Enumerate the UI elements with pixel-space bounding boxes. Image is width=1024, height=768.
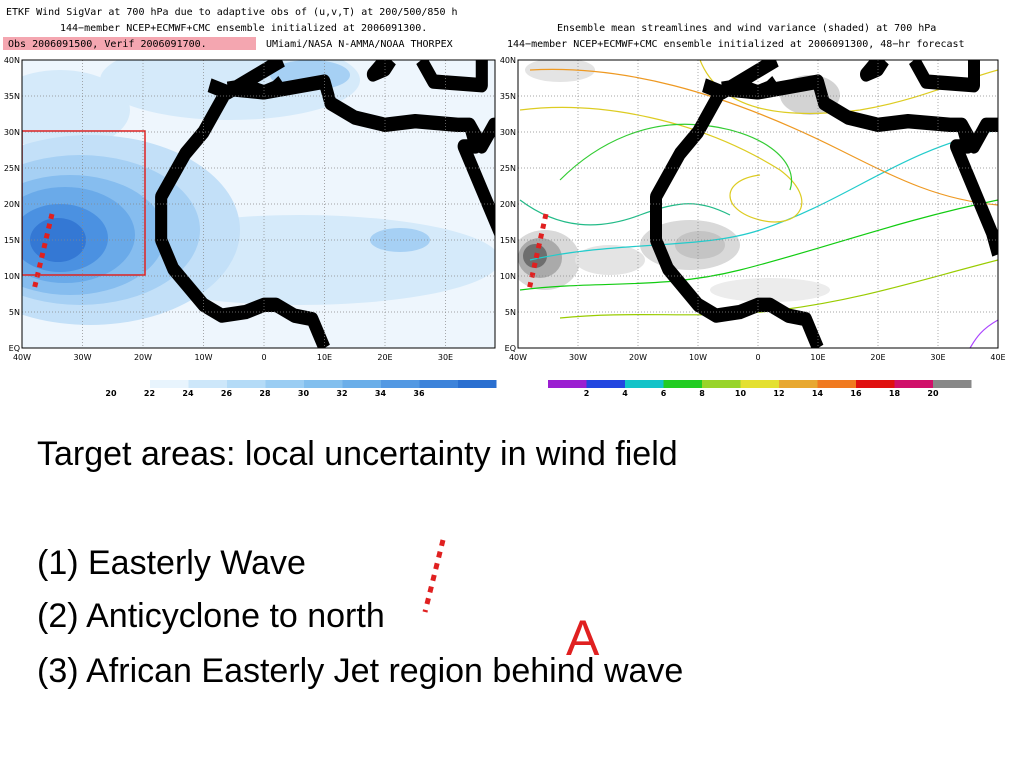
colorbar-swatch [150,380,189,388]
lon-label: 20E [870,353,885,362]
colorbar-swatch [265,380,304,388]
colorbar-swatch [381,380,420,388]
colorbar-label: 12 [773,389,784,398]
lat-label: 20N [4,200,20,209]
colorbar-label: 16 [850,389,862,398]
lat-label: 15N [4,236,20,245]
colorbar-swatch [817,380,856,388]
colorbar-swatch [548,380,587,388]
colorbar-swatch [304,380,343,388]
lat-label: 20N [500,200,516,209]
colorbar-label: 10 [735,389,747,398]
right-shading [518,60,998,348]
colorbar-swatch [458,380,497,388]
right-colorbar: 2 4 6 8 10 12 14 16 18 20 [548,380,972,398]
colorbar-swatch [188,380,227,388]
colorbar-swatch [740,380,779,388]
lon-label: 40W [509,353,527,362]
colorbar-label: 8 [699,389,705,398]
lat-label: 15N [500,236,516,245]
colorbar-label: 6 [661,389,667,398]
lon-label: 20W [134,353,152,362]
colorbar-swatch [702,380,741,388]
lon-label: 20W [629,353,647,362]
lon-label: 0 [261,353,266,362]
lon-label: 30W [73,353,91,362]
lat-label: 5N [505,308,516,317]
colorbar-swatch [779,380,818,388]
lat-label: 30N [500,128,516,137]
colorbar-label: 36 [413,389,425,398]
lon-label: 40E [990,353,1005,362]
colorbar-swatch [856,380,895,388]
left-colorbar: 20 22 24 26 28 30 32 34 36 [105,380,497,398]
lon-label: 30W [569,353,587,362]
colorbar-label: 20 [105,389,117,398]
lat-label: 5N [9,308,20,317]
list-item: (2) Anticyclone to north [37,597,385,635]
left-title-1: ETKF Wind SigVar at 700 hPa due to adapt… [6,7,458,18]
heading: Target areas: local uncertainty in wind … [37,435,678,473]
credit: UMiami/NASA N-AMMA/NOAA THORPEX [266,39,453,50]
lon-label: 10E [810,353,825,362]
right-border [517,59,999,349]
lon-label: 20E [377,353,392,362]
colorbar-swatch [227,380,266,388]
colorbar-label: 20 [927,389,939,398]
colorbar-swatch [663,380,702,388]
left-map: ETKF Wind SigVar at 700 hPa due to adapt… [3,7,497,398]
lon-label: 30E [438,353,453,362]
right-title-2: 144−member NCEP+ECMWF+CMC ensemble initi… [507,39,965,50]
lat-label: 10N [4,272,20,281]
lat-label: 40N [4,56,20,65]
lat-label: 30N [4,128,20,137]
lon-label: 10W [689,353,707,362]
lon-label: 0 [755,353,760,362]
right-title-1: Ensemble mean streamlines and wind varia… [557,23,936,34]
wave-marker [422,539,446,613]
colorbar-label: 34 [375,389,387,398]
lat-label: 35N [4,92,20,101]
colorbar-swatch [586,380,625,388]
lat-label: 35N [500,92,516,101]
lat-label: 40N [500,56,516,65]
colorbar-label: 14 [812,389,824,398]
colorbar-swatch [933,380,972,388]
colorbar-label: 28 [259,389,271,398]
lat-label: 10N [500,272,516,281]
lat-label: 25N [500,164,516,173]
left-title-2: 144−member NCEP+ECMWF+CMC ensemble initi… [60,23,427,34]
left-border [21,59,496,349]
colorbar-label: 2 [584,389,590,398]
lon-label: 40W [13,353,31,362]
lon-label: 10E [317,353,332,362]
lat-label: 25N [4,164,20,173]
anticyclone-marker: A [566,610,600,666]
colorbar-swatch [342,380,381,388]
lon-label: 30E [930,353,945,362]
colorbar-swatch [894,380,933,388]
left-shading [22,60,495,348]
highlight-box [3,37,256,50]
list-item: (3) African Easterly Jet region behind w… [37,652,683,690]
right-map: Ensemble mean streamlines and wind varia… [500,23,1006,398]
colorbar-swatch [625,380,664,388]
colorbar-label: 22 [144,389,155,398]
lat-label: EQ [505,344,516,353]
colorbar-label: 24 [182,389,194,398]
colorbar-label: 4 [622,389,628,398]
colorbar-label: 18 [889,389,901,398]
left-highlight: Obs 2006091500, Verif 2006091700. [8,39,207,50]
colorbar-label: 26 [221,389,233,398]
lat-label: EQ [9,344,20,353]
colorbar-label: 30 [298,389,310,398]
colorbar-label: 32 [336,389,347,398]
list-item: (1) Easterly Wave [37,544,306,582]
colorbar-swatch [419,380,458,388]
lon-label: 10W [194,353,212,362]
